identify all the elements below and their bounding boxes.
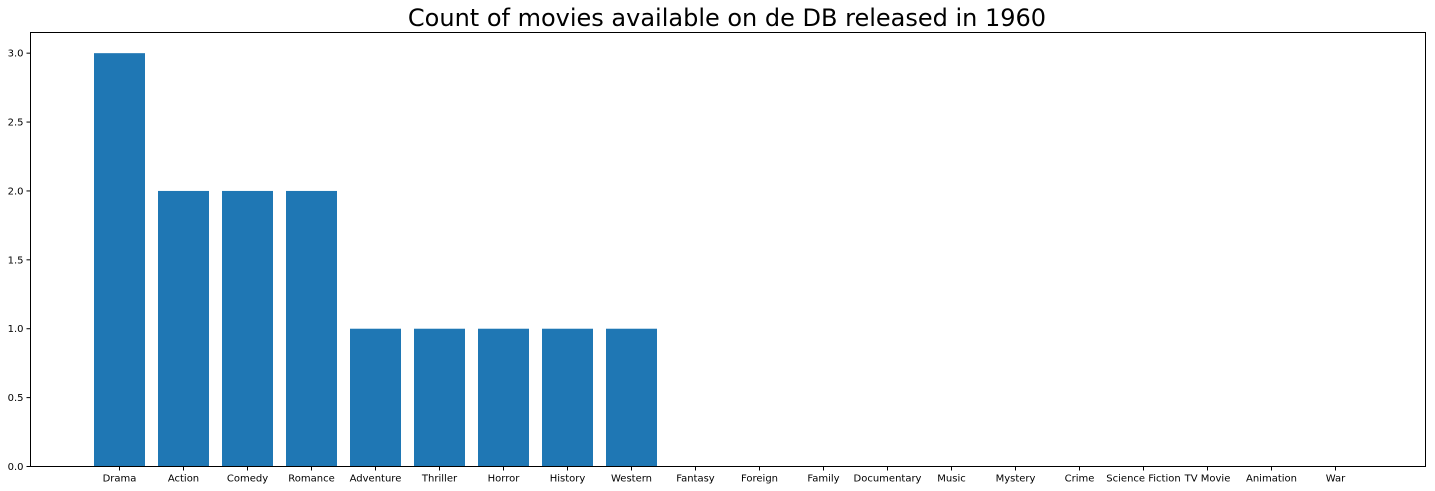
bar-adventure xyxy=(350,329,401,467)
x-tick-label-fantasy: Fantasy xyxy=(676,474,715,485)
bar-horror xyxy=(478,329,529,467)
y-tick-label-6: 3.0 xyxy=(8,49,24,60)
y-tick-label-3: 1.5 xyxy=(8,255,24,266)
bar-comedy xyxy=(222,191,273,467)
bar-western xyxy=(606,329,657,467)
y-tick-label-2: 1.0 xyxy=(8,324,24,335)
y-tick-label-0: 0.0 xyxy=(8,462,24,473)
x-tick-label-comedy: Comedy xyxy=(227,474,268,485)
bar-drama xyxy=(94,53,145,466)
bars-group xyxy=(94,53,657,466)
y-axis: 0.0 0.5 1.0 1.5 2.0 2.5 3.0 xyxy=(8,49,31,473)
x-tick-label-crime: Crime xyxy=(1065,474,1095,485)
x-tick-label-drama: Drama xyxy=(103,474,137,485)
x-tick-label-romance: Romance xyxy=(288,474,334,485)
bar-history xyxy=(542,329,593,467)
x-axis: Drama Action Comedy Romance Adventure Thrille… xyxy=(103,467,1347,485)
bar-action xyxy=(158,191,209,467)
x-tick-label-science-fiction: Science Fiction xyxy=(1106,474,1180,485)
x-tick-label-horror: Horror xyxy=(488,474,521,485)
x-tick-label-mystery: Mystery xyxy=(996,474,1036,485)
x-tick-label-history: History xyxy=(550,474,586,485)
x-tick-label-music: Music xyxy=(937,474,965,485)
x-tick-label-action: Action xyxy=(168,474,199,485)
x-tick-label-documentary: Documentary xyxy=(854,474,922,485)
y-tick-label-4: 2.0 xyxy=(8,186,24,197)
x-tick-label-war: War xyxy=(1326,474,1346,485)
bar-romance xyxy=(286,191,337,467)
x-tick-label-tv-movie: TV Movie xyxy=(1184,474,1231,485)
x-tick-label-family: Family xyxy=(807,474,839,485)
y-tick-label-5: 2.5 xyxy=(8,118,24,129)
chart-title: Count of movies available on de DB relea… xyxy=(408,4,1046,32)
x-tick-label-foreign: Foreign xyxy=(741,474,778,485)
x-tick-label-western: Western xyxy=(611,474,652,485)
y-tick-label-1: 0.5 xyxy=(8,393,24,404)
x-tick-label-animation: Animation xyxy=(1246,474,1297,485)
x-tick-label-thriller: Thriller xyxy=(421,474,458,485)
x-tick-label-adventure: Adventure xyxy=(350,474,402,485)
bar-thriller xyxy=(414,329,465,467)
